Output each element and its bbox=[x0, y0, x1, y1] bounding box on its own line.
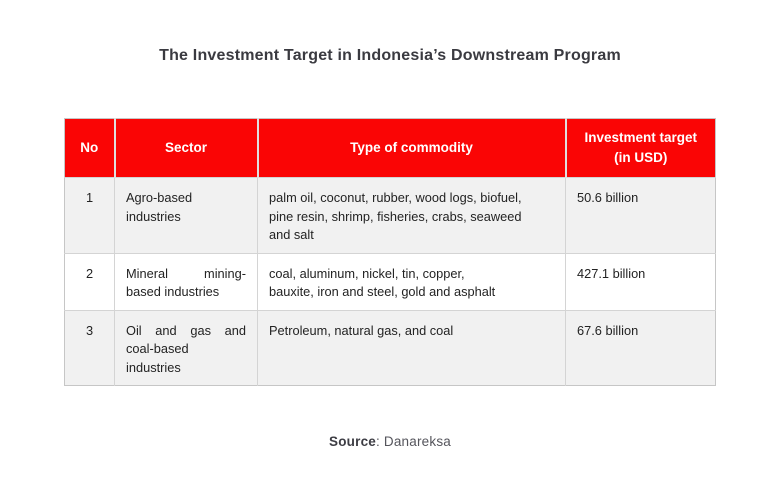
cell-no: 3 bbox=[64, 309, 115, 386]
cell-no: 2 bbox=[64, 252, 115, 310]
table-row: 2 Mineral mining-based industries coal, … bbox=[64, 252, 716, 310]
cell-investment: 50.6 billion bbox=[565, 177, 716, 253]
cell-commodity: palm oil, coconut, rubber, wood logs, bi… bbox=[257, 177, 566, 253]
column-header-sector: Sector bbox=[114, 118, 259, 178]
cell-commodity: coal, aluminum, nickel, tin, copper, bau… bbox=[257, 252, 566, 310]
cell-sector: Oil and gas and coal-based industries bbox=[114, 309, 258, 386]
cell-investment: 427.1 billion bbox=[565, 252, 716, 310]
cell-no: 1 bbox=[64, 177, 115, 253]
cell-investment: 67.6 billion bbox=[565, 309, 716, 386]
table-row: 1 Agro-based industries palm oil, coconu… bbox=[64, 177, 716, 253]
column-header-no: No bbox=[64, 118, 116, 178]
cell-commodity: Petroleum, natural gas, and coal bbox=[257, 309, 566, 386]
source-value: : Danareksa bbox=[375, 434, 451, 449]
table-header-row: No Sector Type of commodity Investment t… bbox=[64, 118, 716, 178]
column-header-commodity: Type of commodity bbox=[257, 118, 567, 178]
page-title: The Investment Target in Indonesia’s Dow… bbox=[159, 47, 621, 64]
investment-table: No Sector Type of commodity Investment t… bbox=[64, 118, 716, 386]
cell-sector: Agro-based industries bbox=[114, 177, 258, 253]
table-row: 3 Oil and gas and coal-based industries … bbox=[64, 309, 716, 386]
column-header-investment: Investment target (in USD) bbox=[565, 118, 716, 178]
source-note: Source: Danareksa bbox=[0, 434, 780, 449]
source-label: Source bbox=[329, 434, 376, 449]
cell-sector: Mineral mining-based industries bbox=[114, 252, 258, 310]
